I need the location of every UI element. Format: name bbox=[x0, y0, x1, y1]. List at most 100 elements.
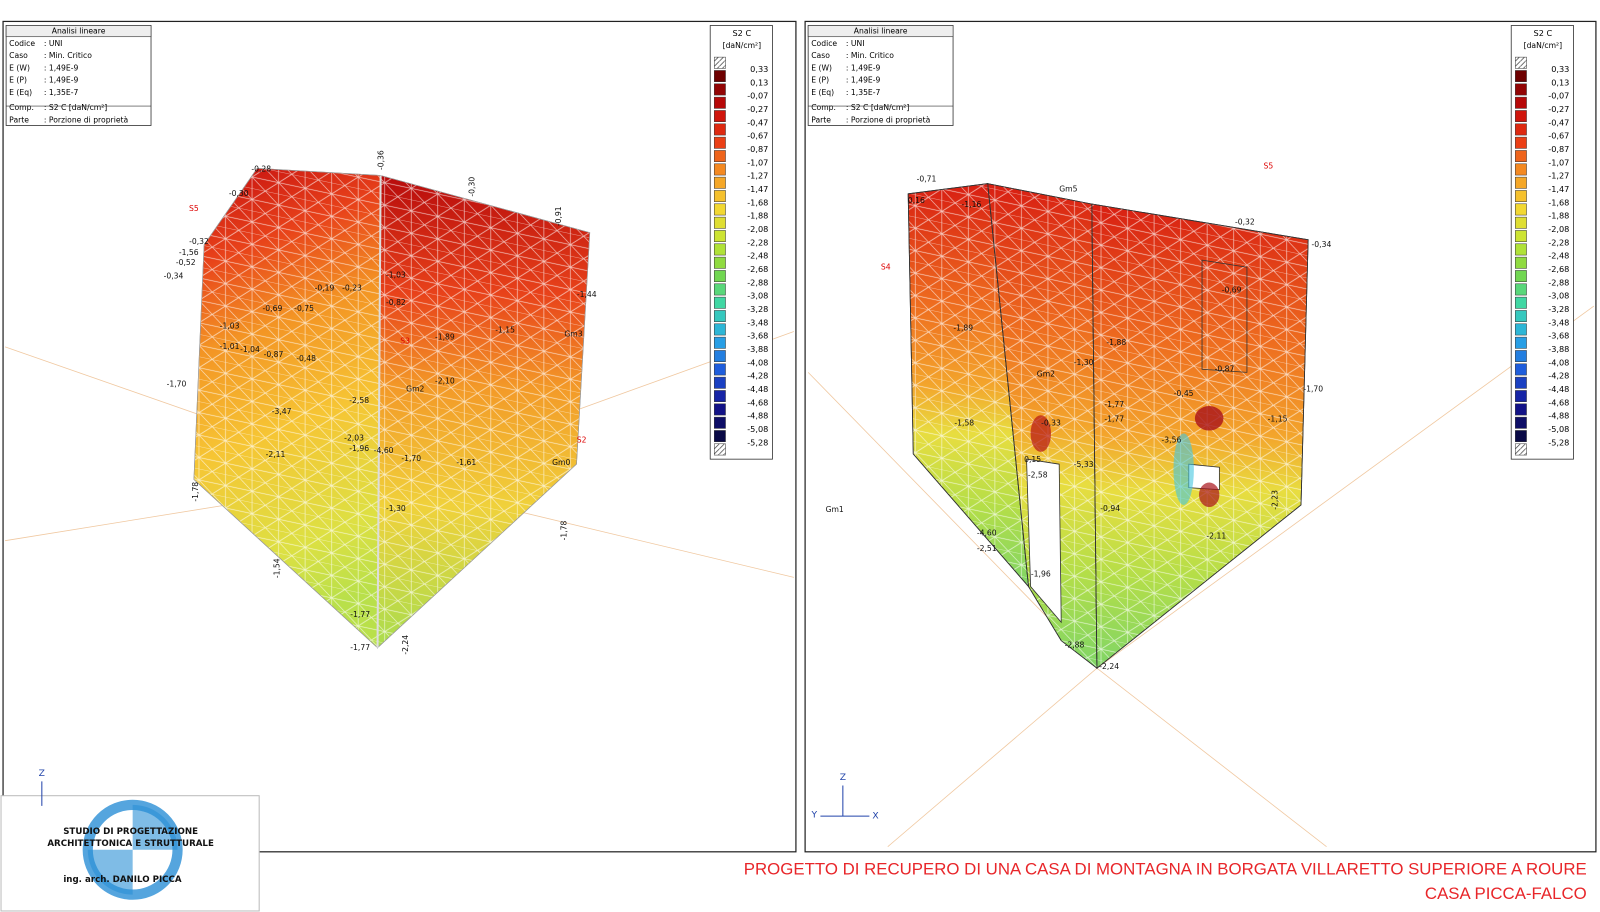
axis-glyph bbox=[41, 781, 870, 817]
legend-swatch bbox=[1515, 296, 1527, 309]
info-header bbox=[5, 25, 152, 38]
legend-label: -3,08 bbox=[747, 291, 768, 301]
model-label: -0,94 bbox=[1100, 504, 1120, 513]
model-label: -0,52 bbox=[176, 258, 196, 267]
legend-label: -1,47 bbox=[747, 184, 768, 194]
axis-label: Z bbox=[39, 768, 45, 779]
legend-swatch bbox=[714, 96, 726, 109]
model-label: -0,34 bbox=[1312, 240, 1332, 249]
model-label: Gm0 bbox=[552, 458, 570, 467]
legend-swatch bbox=[714, 390, 726, 403]
model-label: -5,33 bbox=[1074, 460, 1094, 469]
model-label: -0,30 bbox=[229, 189, 249, 198]
legend-swatch bbox=[1515, 323, 1527, 336]
legend-swatch bbox=[714, 310, 726, 323]
legend-swatch bbox=[1515, 230, 1527, 243]
legend-label: 0,33 bbox=[1551, 64, 1569, 74]
legend-label: -2,08 bbox=[1548, 224, 1569, 234]
legend-swatch bbox=[714, 83, 726, 96]
model-label: -1,58 bbox=[954, 418, 974, 427]
info-key: Comp. bbox=[9, 103, 34, 112]
model-label: -0,75 bbox=[294, 304, 314, 313]
legend-swatch bbox=[714, 363, 726, 376]
legend-label: -3,48 bbox=[747, 317, 768, 327]
info-value: : Porzione di proprietà bbox=[846, 115, 930, 124]
legend-label: -0,87 bbox=[747, 144, 768, 154]
legend-swatch bbox=[714, 216, 726, 229]
model-left bbox=[193, 168, 591, 649]
info-value: : Min. Critico bbox=[44, 51, 92, 60]
info-value: : S2 C [daN/cm²] bbox=[44, 103, 107, 112]
legend-label: -3,68 bbox=[747, 331, 768, 341]
legend-swatch bbox=[1515, 430, 1527, 443]
model-label: -1,78 bbox=[191, 482, 200, 502]
legend-label: -2,28 bbox=[747, 237, 768, 247]
legend-label: -1,27 bbox=[747, 171, 768, 181]
legend-label: -2,48 bbox=[1548, 251, 1569, 261]
model-label: -4,60 bbox=[977, 529, 997, 538]
legend-swatch bbox=[714, 350, 726, 363]
legend-swatch bbox=[1515, 350, 1527, 363]
info-key: Caso bbox=[9, 51, 28, 60]
model-label: Gm1 bbox=[826, 505, 844, 514]
legend-label: -3,88 bbox=[1548, 344, 1569, 354]
logo-text: ARCHITETTONICA E STRUTTURALE bbox=[47, 839, 214, 849]
model-label: -0,23 bbox=[342, 284, 362, 293]
legend-label: -1,88 bbox=[1548, 211, 1569, 221]
legend-swatch bbox=[1515, 310, 1527, 323]
model-label: -4,60 bbox=[374, 446, 394, 455]
model-label: -2,03 bbox=[344, 434, 364, 443]
legend-swatch bbox=[1515, 336, 1527, 349]
model-label: -2,58 bbox=[349, 396, 369, 405]
legend: S2 C [daN/cm²] 0,33 0,13 -0,07 -0,27 -0,47 -0,6… bbox=[709, 25, 773, 460]
legend-title: S2 C bbox=[1534, 28, 1553, 38]
info-value: : UNI bbox=[44, 39, 63, 48]
legend-swatch bbox=[714, 123, 726, 136]
model-label: -2,24 bbox=[1099, 662, 1119, 671]
legend-swatch bbox=[1515, 150, 1527, 163]
model-label: -0,87 bbox=[1215, 364, 1235, 373]
info-title: Analisi lineare bbox=[52, 27, 106, 36]
info-key: Parte bbox=[9, 115, 29, 124]
legend-label: -1,07 bbox=[747, 157, 768, 167]
model-label: 0,16 bbox=[908, 196, 925, 205]
legend-label: 0,13 bbox=[750, 77, 768, 87]
legend-label: -4,68 bbox=[747, 397, 768, 407]
model-label: -1,03 bbox=[386, 270, 406, 279]
legend-swatch bbox=[1515, 96, 1527, 109]
legend: S2 C [daN/cm²] 0,33 0,13 -0,07 -0,27 -0,47 -0,6… bbox=[1510, 25, 1574, 460]
model-label: -2,11 bbox=[1206, 532, 1226, 541]
logo-text: ing. arch. DANILO PICCA bbox=[63, 875, 182, 885]
model-label: -1,56 bbox=[179, 248, 199, 257]
model-label: -3,47 bbox=[272, 407, 292, 416]
legend-swatch bbox=[714, 56, 726, 69]
model-label: -0,45 bbox=[1174, 389, 1194, 398]
legend-swatch bbox=[714, 443, 726, 456]
model-label: -0,82 bbox=[386, 298, 406, 307]
legend-label: -4,08 bbox=[747, 357, 768, 367]
model-label: -1,77 bbox=[1104, 400, 1124, 409]
legend-label: -4,68 bbox=[1548, 397, 1569, 407]
legend-swatch bbox=[714, 150, 726, 163]
legend-label: -2,88 bbox=[1548, 277, 1569, 287]
info-key: Caso bbox=[811, 51, 830, 60]
legend-label: -4,28 bbox=[747, 371, 768, 381]
legend-label: -0,67 bbox=[747, 131, 768, 141]
legend-swatch bbox=[1515, 243, 1527, 256]
legend-swatch bbox=[1515, 256, 1527, 269]
model-label: -1,03 bbox=[220, 321, 240, 330]
info-value: : Min. Critico bbox=[846, 51, 894, 60]
model-label: -1,89 bbox=[435, 333, 455, 342]
model-label: -2,11 bbox=[266, 450, 286, 459]
logo bbox=[0, 795, 260, 912]
model-label: -1,70 bbox=[167, 380, 187, 389]
legend-swatch bbox=[714, 163, 726, 176]
legend-swatch bbox=[1515, 203, 1527, 216]
legend-swatch bbox=[1515, 70, 1527, 83]
info-value: : 1,49E-9 bbox=[846, 76, 881, 85]
model-label: -2,51 bbox=[977, 544, 997, 553]
legend-label: -5,08 bbox=[747, 424, 768, 434]
legend-swatch bbox=[714, 203, 726, 216]
legend-swatch bbox=[1515, 416, 1527, 429]
info-value: : S2 C [daN/cm²] bbox=[846, 103, 909, 112]
